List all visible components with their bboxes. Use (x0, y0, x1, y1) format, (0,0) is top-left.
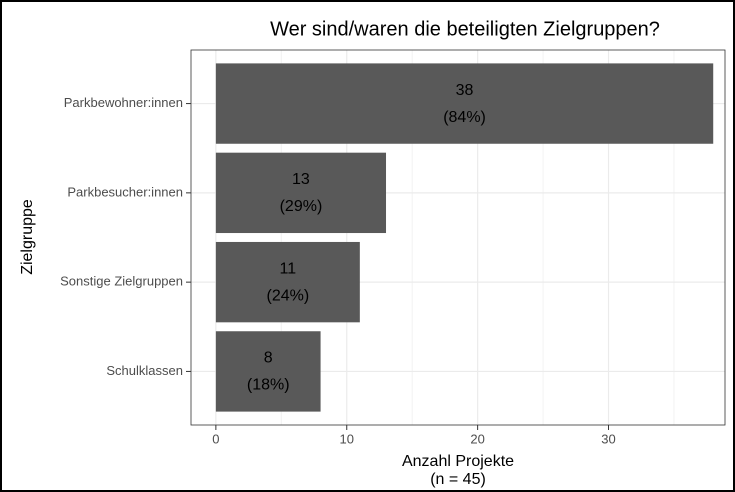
panel-border (190, 49, 726, 426)
value-label: 38 (456, 82, 474, 99)
x-tick-label: 10 (340, 431, 354, 446)
y-tick-label: Schulklassen (106, 363, 183, 378)
value-label: 8 (264, 350, 273, 367)
x-tick-label: 30 (601, 431, 615, 446)
x-tick-label: 20 (470, 431, 484, 446)
bar (215, 241, 360, 323)
bar (215, 63, 714, 144)
y-tick-label: Parkbesucher:innen (67, 184, 183, 199)
y-tick-label: Sonstige Zielgruppen (60, 274, 183, 289)
share-label: (18%) (247, 377, 290, 394)
share-label: (29%) (280, 198, 323, 215)
bar (215, 152, 387, 234)
share-label: (84%) (443, 109, 486, 126)
value-label: 13 (292, 171, 310, 188)
share-label: (24%) (267, 287, 310, 304)
x-axis-title: Anzahl Projekte (402, 453, 514, 470)
y-axis-title: Zielgruppe (19, 199, 36, 275)
y-tick-label: Parkbewohner:innen (64, 95, 183, 110)
x-tick-label: 0 (212, 431, 219, 446)
bar (215, 331, 321, 412)
chart-title: Wer sind/waren die beteiligten Zielgrupp… (270, 18, 660, 40)
x-axis-title: (n = 45) (430, 471, 486, 488)
value-label: 11 (280, 260, 297, 277)
